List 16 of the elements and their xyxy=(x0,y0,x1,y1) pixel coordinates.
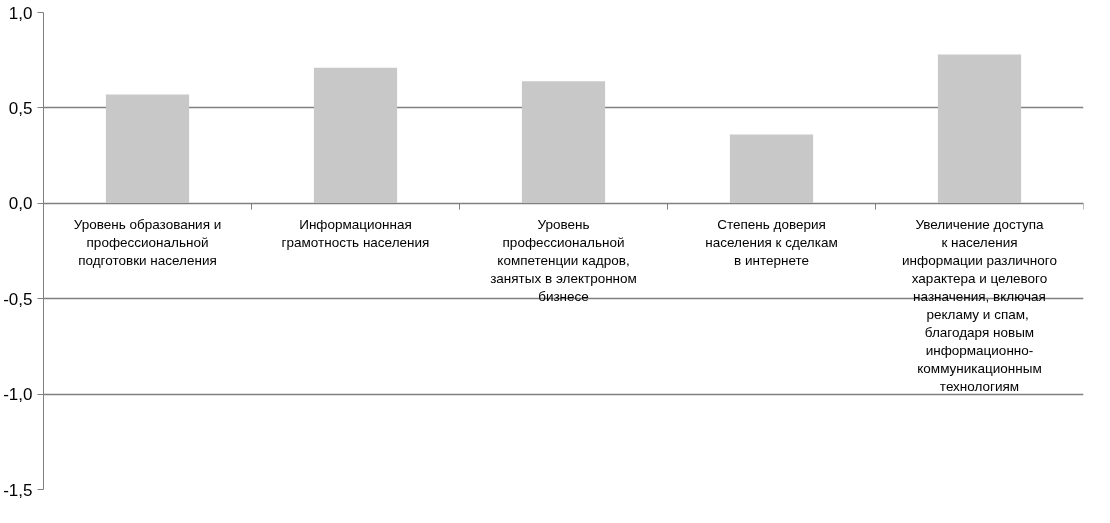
bar xyxy=(729,134,814,204)
bar xyxy=(313,67,398,204)
x-tick-label: Уровень образования и профессиональной подготовки населения xyxy=(73,217,222,269)
y-tick-label: -0,5 xyxy=(3,289,33,309)
category-label: Увеличение доступа к населения информации различного характера и целевого назначения, включая рекламу и спам, благодаря новым информационно- коммуникационным технологиям xyxy=(902,217,1057,395)
x-tick-label: Информационная грамотность населения xyxy=(281,217,430,251)
y-tick-label: 0,0 xyxy=(8,194,33,214)
y-tick-label: -1,0 xyxy=(3,385,33,405)
bar xyxy=(105,94,190,204)
y-tick-label: 1,0 xyxy=(8,3,33,23)
y-tick-label: 0,5 xyxy=(8,98,33,118)
x-tick-label: Уровень профессиональной компетенции кадров, занятых в электронном бизнесе xyxy=(490,217,637,305)
bar xyxy=(521,81,606,204)
x-tick-label: Степень доверия населения к сделкам в интернете xyxy=(705,217,838,269)
y-tick-label: -1,5 xyxy=(3,480,33,500)
bar xyxy=(937,54,1022,204)
